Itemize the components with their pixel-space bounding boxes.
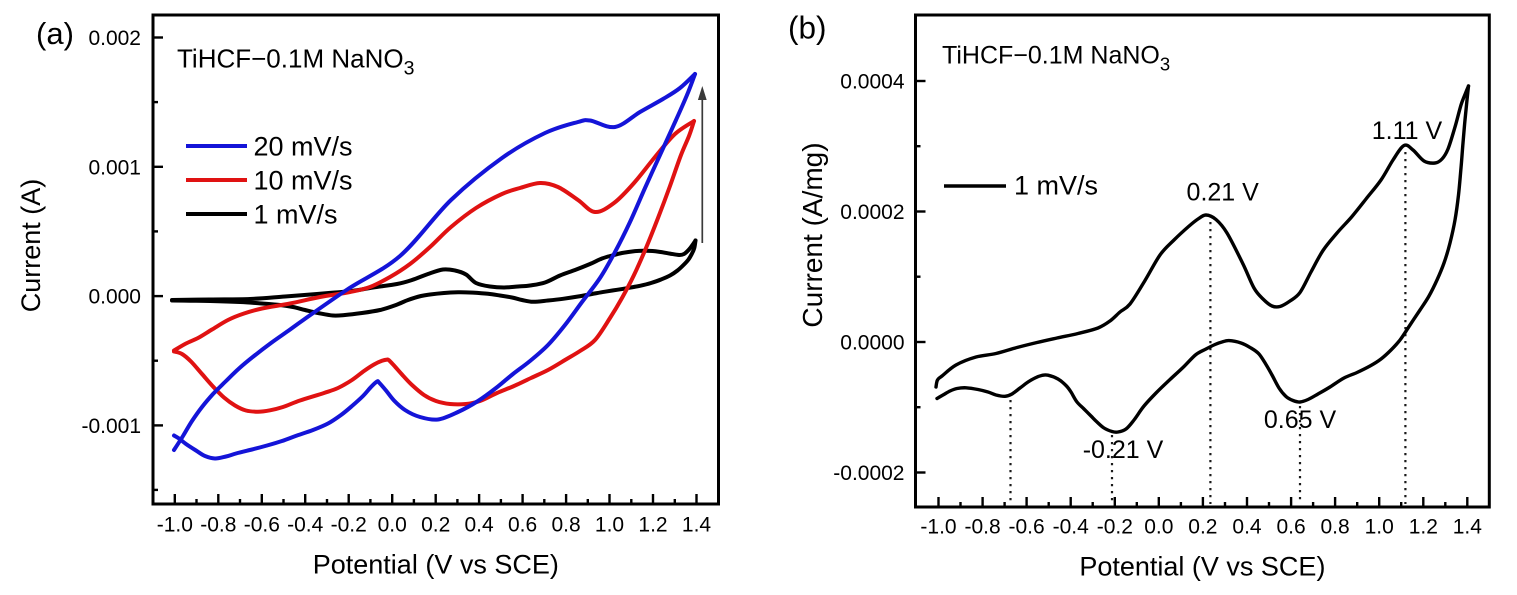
svg-text:1.2: 1.2 <box>1409 516 1438 539</box>
svg-text:0.2: 0.2 <box>1188 516 1217 539</box>
svg-text:1 mV/s: 1 mV/s <box>254 200 338 230</box>
svg-text:1.0: 1.0 <box>595 514 624 537</box>
svg-text:0.0: 0.0 <box>378 514 407 537</box>
svg-text:0.8: 0.8 <box>551 514 580 537</box>
svg-text:-0.6: -0.6 <box>1009 516 1045 539</box>
svg-text:-0.8: -0.8 <box>200 514 236 537</box>
svg-text:0.0004: 0.0004 <box>840 71 905 94</box>
svg-text:1 mV/s: 1 mV/s <box>1014 171 1098 201</box>
svg-text:0.001: 0.001 <box>88 156 141 179</box>
svg-text:-0.21 V: -0.21 V <box>1083 436 1164 464</box>
svg-text:-0.6: -0.6 <box>244 514 280 537</box>
svg-text:0.65 V: 0.65 V <box>1264 406 1337 434</box>
svg-text:0.0000: 0.0000 <box>840 332 904 355</box>
svg-text:Current (A): Current (A) <box>16 179 46 313</box>
svg-text:0.0: 0.0 <box>1144 516 1173 539</box>
svg-text:1.2: 1.2 <box>638 514 667 537</box>
svg-text:1.4: 1.4 <box>682 514 712 537</box>
svg-text:-0.4: -0.4 <box>1053 516 1090 539</box>
svg-text:Potential (V vs SCE): Potential (V vs SCE) <box>313 550 559 580</box>
svg-text:0.6: 0.6 <box>508 514 537 537</box>
svg-text:(a): (a) <box>36 16 74 51</box>
svg-text:0.0002: 0.0002 <box>840 201 904 224</box>
svg-text:-0.4: -0.4 <box>287 514 324 537</box>
svg-text:0.4: 0.4 <box>464 514 494 537</box>
svg-text:Current (A/mg): Current (A/mg) <box>797 142 828 327</box>
svg-text:0.8: 0.8 <box>1320 516 1349 539</box>
svg-text:10 mV/s: 10 mV/s <box>254 166 353 196</box>
svg-text:0.2: 0.2 <box>421 514 450 537</box>
svg-text:20 mV/s: 20 mV/s <box>254 132 353 162</box>
svg-text:1.11 V: 1.11 V <box>1372 117 1443 145</box>
svg-text:-0.0002: -0.0002 <box>833 462 904 485</box>
svg-text:1.4: 1.4 <box>1453 516 1483 539</box>
svg-text:0.6: 0.6 <box>1276 516 1305 539</box>
svg-text:0.002: 0.002 <box>88 27 141 50</box>
svg-text:-0.2: -0.2 <box>1097 516 1133 539</box>
svg-text:0.000: 0.000 <box>88 286 141 309</box>
svg-text:0.21 V: 0.21 V <box>1187 179 1260 207</box>
svg-text:(b): (b) <box>788 10 827 46</box>
svg-text:-0.001: -0.001 <box>81 415 141 438</box>
svg-text:-1.0: -1.0 <box>157 514 193 537</box>
svg-text:-0.2: -0.2 <box>331 514 367 537</box>
svg-text:0.4: 0.4 <box>1232 516 1262 539</box>
svg-text:-1.0: -1.0 <box>920 516 956 539</box>
svg-text:Potential (V vs SCE): Potential (V vs SCE) <box>1079 552 1325 582</box>
svg-text:TiHCF−0.1M NaNO3: TiHCF−0.1M NaNO3 <box>942 42 1170 75</box>
svg-text:-0.8: -0.8 <box>965 516 1001 539</box>
svg-text:1.0: 1.0 <box>1365 516 1394 539</box>
